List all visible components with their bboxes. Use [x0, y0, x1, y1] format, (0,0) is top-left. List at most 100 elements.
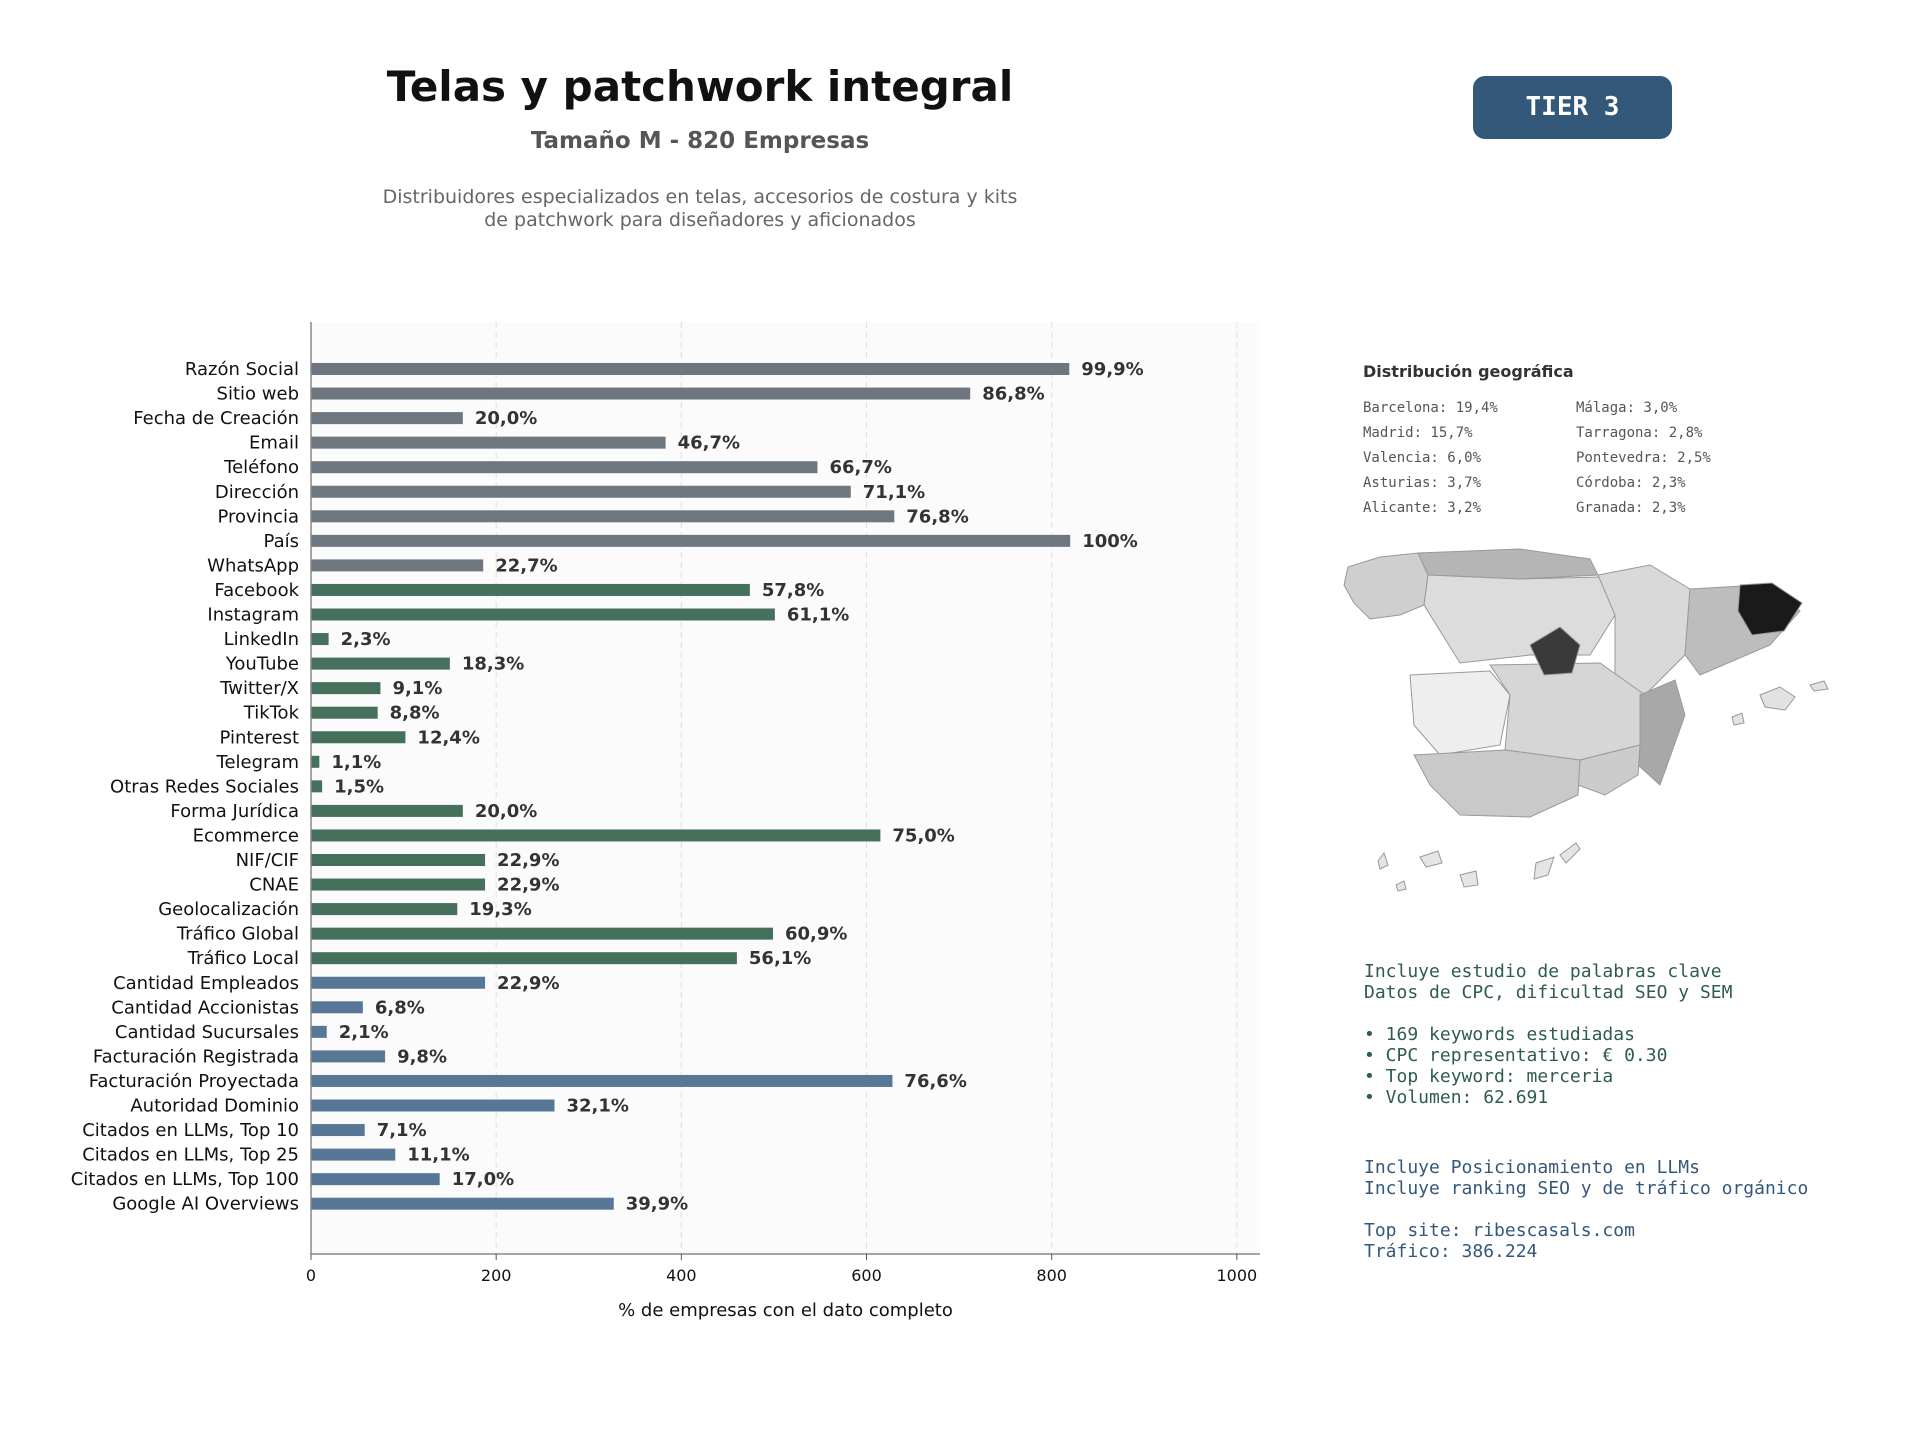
data-label: 71,1%: [863, 482, 925, 503]
data-label: 39,9%: [626, 1194, 688, 1215]
category-label: Teléfono: [223, 457, 299, 478]
map-region-fuerteventura: [1533, 856, 1555, 880]
data-label: 9,1%: [392, 678, 442, 699]
map-region-madrid: [1529, 626, 1581, 676]
data-label: 86,8%: [982, 384, 1044, 405]
bar: [311, 804, 463, 817]
data-label: 1,1%: [331, 752, 381, 773]
bar: [311, 412, 463, 425]
category-label: País: [264, 531, 299, 552]
category-label: Tráfico Global: [176, 924, 299, 945]
category-label: Facebook: [214, 580, 299, 601]
bar: [311, 461, 818, 474]
category-label: Citados en LLMs, Top 10: [82, 1120, 299, 1141]
data-label: 19,3%: [469, 899, 531, 920]
map-region-galicia: [1343, 552, 1429, 620]
description-line-2: de patchwork para diseñadores y aficiona…: [484, 209, 916, 231]
geo-item: Pontevedra: 2,5%: [1576, 450, 1711, 466]
map-region-extremadura: [1409, 670, 1511, 756]
data-label: 7,1%: [377, 1120, 427, 1141]
data-label: 22,7%: [495, 555, 557, 576]
data-label: 22,9%: [497, 973, 559, 994]
category-label: NIF/CIF: [236, 850, 299, 871]
category-label: Tráfico Local: [187, 948, 299, 969]
category-label: Forma Jurídica: [170, 801, 299, 822]
bar: [311, 485, 851, 498]
data-label: 60,9%: [785, 924, 847, 945]
llm-top-site: Top site: ribescasals.com: [1364, 1220, 1635, 1241]
data-label: 18,3%: [462, 654, 524, 675]
category-label: Facturación Proyectada: [89, 1071, 299, 1092]
data-label: 76,8%: [906, 506, 968, 527]
map-region-lanzarote: [1559, 842, 1581, 864]
data-label: 22,9%: [497, 850, 559, 871]
bar: [311, 1074, 893, 1087]
map-region-menorca: [1809, 680, 1829, 692]
bar: [311, 1099, 555, 1112]
geo-item: Valencia: 6,0%: [1363, 450, 1482, 466]
llm-traffic: Tráfico: 386.224: [1364, 1241, 1538, 1262]
llm-line-1: Incluye Posicionamiento en LLMs: [1364, 1157, 1700, 1178]
map-region-valencia: [1637, 679, 1686, 786]
balearic-islands: [1731, 680, 1829, 726]
category-label: Razón Social: [185, 359, 299, 380]
bar: [311, 1173, 440, 1186]
geo-item: Alicante: 3,2%: [1363, 500, 1482, 516]
data-label: 22,9%: [497, 875, 559, 896]
x-tick-label: 1000: [1216, 1266, 1257, 1285]
map-region-la-palma: [1377, 851, 1389, 870]
bar: [311, 559, 484, 572]
map-region-cantabrico: [1417, 548, 1599, 580]
data-label: 61,1%: [787, 605, 849, 626]
map-region-andalucia: [1413, 749, 1581, 818]
bar: [311, 436, 666, 449]
category-label: Provincia: [217, 506, 299, 527]
data-label: 11,1%: [407, 1145, 469, 1166]
x-tick-label: 0: [306, 1266, 316, 1285]
map-region-mallorca: [1759, 686, 1796, 711]
category-label: Cantidad Accionistas: [111, 997, 299, 1018]
geo-item: Córdoba: 2,3%: [1576, 475, 1686, 491]
description-line-1: Distribuidores especializados en telas, …: [382, 186, 1018, 208]
data-label: 75,0%: [892, 825, 954, 846]
bar: [311, 780, 323, 793]
bar: [311, 1124, 365, 1137]
category-label: Dirección: [215, 482, 299, 503]
bar: [311, 583, 750, 596]
category-label: LinkedIn: [224, 629, 299, 650]
seo-info: Incluye estudio de palabras clave Datos …: [1364, 961, 1732, 1108]
category-label: Facturación Registrada: [93, 1046, 299, 1067]
bar: [311, 682, 381, 695]
category-label: TikTok: [243, 703, 300, 724]
seo-bullet-volume: • Volumen: 62.691: [1364, 1087, 1549, 1108]
geo-item: Granada: 2,3%: [1576, 500, 1686, 516]
seo-line-2: Datos de CPC, dificultad SEO y SEM: [1364, 982, 1733, 1003]
map-region-tenerife: [1419, 850, 1443, 868]
bar: [311, 731, 406, 744]
geo-item: Málaga: 3,0%: [1576, 400, 1678, 416]
x-axis-label: % de empresas con el dato completo: [618, 1300, 953, 1321]
spain-map: [1343, 548, 1829, 892]
geo-item: Barcelona: 19,4%: [1363, 400, 1498, 416]
data-label: 46,7%: [678, 433, 740, 454]
map-region-la-gomera: [1395, 880, 1407, 892]
x-tick-label: 600: [851, 1266, 882, 1285]
category-label: Citados en LLMs, Top 25: [82, 1145, 299, 1166]
geo-item: Madrid: 15,7%: [1363, 425, 1473, 441]
category-label: Sitio web: [217, 384, 299, 405]
bar: [311, 1001, 363, 1014]
bar: [311, 927, 774, 940]
data-label: 12,4%: [417, 727, 479, 748]
data-label: 32,1%: [566, 1096, 628, 1117]
category-label: Email: [249, 433, 299, 454]
data-label: 1,5%: [334, 776, 384, 797]
map-region-barcelona: [1737, 582, 1803, 636]
seo-bullet-cpc: • CPC representativo: € 0.30: [1364, 1045, 1668, 1066]
data-label: 6,8%: [375, 997, 425, 1018]
seo-bullet-top-keyword: • Top keyword: merceria: [1364, 1066, 1614, 1087]
bar: [311, 829, 881, 842]
category-label: Twitter/X: [219, 678, 299, 699]
x-tick-label: 200: [481, 1266, 512, 1285]
bar: [311, 657, 450, 670]
page-subtitle: Tamaño M - 820 Empresas: [530, 128, 870, 154]
